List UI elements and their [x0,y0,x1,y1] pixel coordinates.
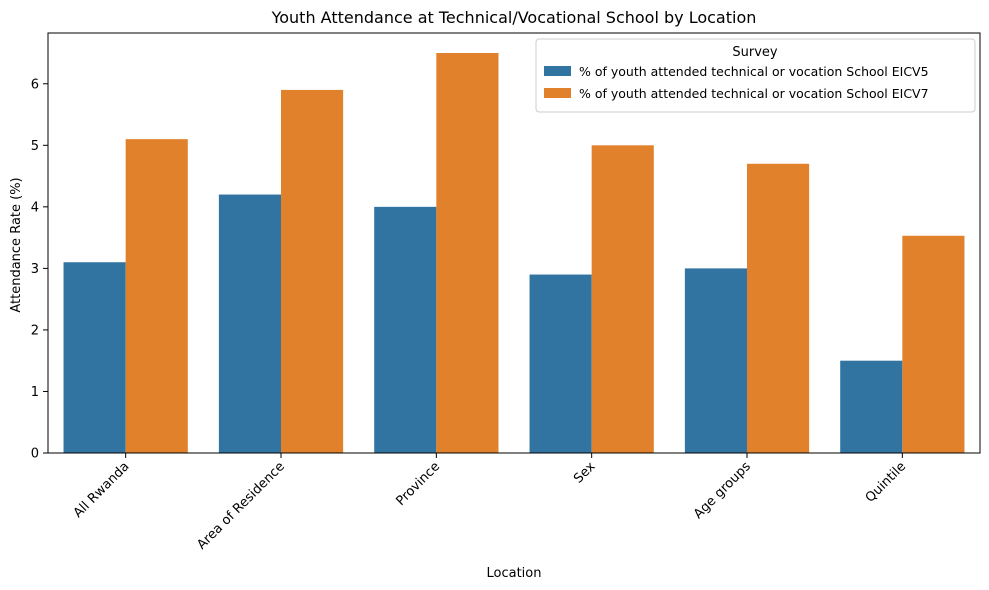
x-tick-label: Quintile [863,459,909,505]
plot-area: 0 1 2 3 4 5 6 All Rwanda Area of Residence Provin… [31,32,981,553]
y-tick-label: 6 [31,77,39,92]
plot-frame [47,32,981,454]
x-tick-label: Area of Residence [194,459,287,552]
y-tick-label: 5 [31,139,39,154]
legend: Survey % of youth attended technical or … [535,38,976,113]
x-tick-label: Age groups [691,459,754,522]
bar-eicv7-1 [281,89,344,453]
legend-title: Survey [732,45,778,60]
legend-swatch-eicv7 [544,88,571,98]
y-tick-label: 4 [31,200,39,215]
legend-swatch-eicv5 [544,66,571,76]
bar-eicv7-3 [591,145,654,454]
bar-eicv5-2 [374,206,437,453]
y-tick-label: 2 [31,323,39,338]
legend-frame [535,38,976,113]
x-axis-label: Location [487,566,542,581]
bar-eicv5-4 [684,268,747,453]
bar-eicv7-5 [902,235,965,453]
bar-eicv7-4 [747,163,810,453]
x-tick-label: All Rwanda [71,459,133,521]
bar-eicv5-1 [218,194,281,454]
x-tick-label: Province [393,459,443,509]
bar-eicv5-5 [840,360,903,453]
y-tick-label: 0 [31,447,39,462]
y-tick-label: 1 [31,385,39,400]
y-axis-label: Attendance Rate (%) [9,177,24,312]
bar-eicv7-0 [125,139,188,453]
bar-eicv7-2 [436,53,499,453]
bar-eicv5-0 [63,262,126,453]
chart-title: Youth Attendance at Technical/Vocational… [271,8,757,27]
legend-label-eicv7: % of youth attended technical or vocatio… [579,86,929,101]
y-tick-label: 3 [31,262,39,277]
legend-label-eicv5: % of youth attended technical or vocatio… [579,64,929,79]
bar-eicv5-3 [529,274,592,453]
x-tick-label: Sex [571,459,599,487]
